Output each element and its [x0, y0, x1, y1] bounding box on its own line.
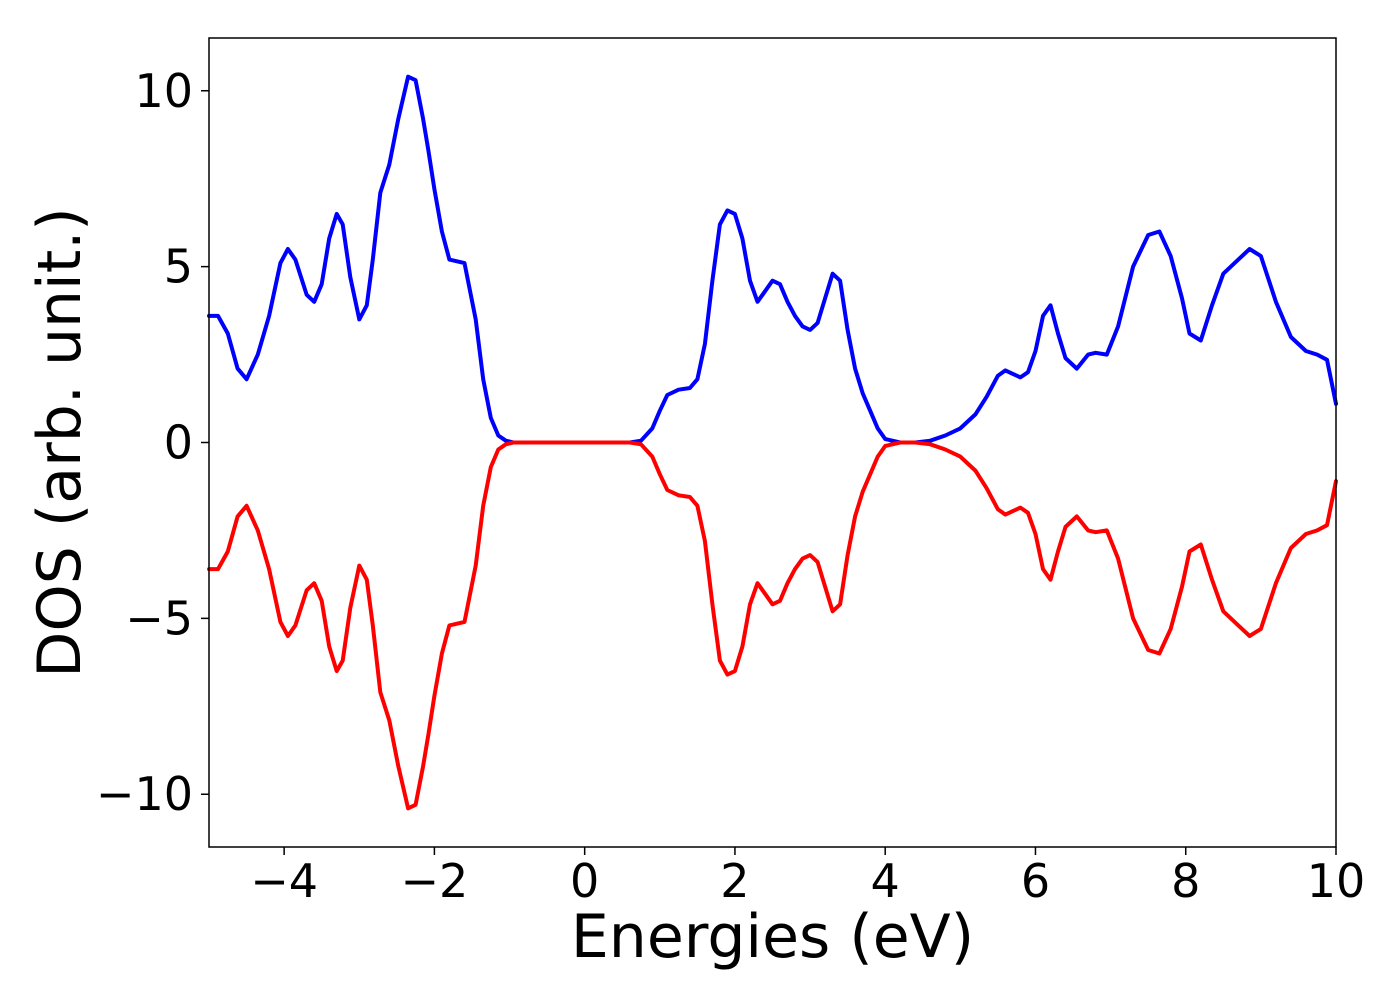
y-tick-label: 10	[134, 64, 193, 118]
y-axis-ticks: −10 −5 0 5 10	[96, 64, 209, 821]
x-tick-label: 8	[1171, 854, 1200, 908]
x-tick-label: 10	[1307, 854, 1366, 908]
x-tick-label: −2	[400, 854, 468, 908]
x-tick-label: 0	[570, 854, 599, 908]
x-tick-label: 2	[720, 854, 749, 908]
y-tick-label: −10	[96, 767, 193, 821]
plot-frame	[208, 37, 1337, 848]
x-tick-label: 6	[1021, 854, 1050, 908]
y-tick-label: 0	[164, 416, 193, 470]
x-axis-label: Energies (eV)	[571, 902, 974, 972]
series-line-1	[207, 440, 1338, 811]
y-axis-label: DOS (arb. unit.)	[25, 207, 95, 677]
y-tick-label: 5	[164, 240, 193, 294]
x-axis-ticks: −4 −2 0 2 4 6 8 10	[250, 847, 1365, 908]
x-tick-label: −4	[250, 854, 318, 908]
y-tick-label: −5	[125, 591, 193, 645]
series-layer	[207, 74, 1338, 811]
x-tick-label: 4	[871, 854, 900, 908]
series-line-0	[207, 74, 1338, 445]
